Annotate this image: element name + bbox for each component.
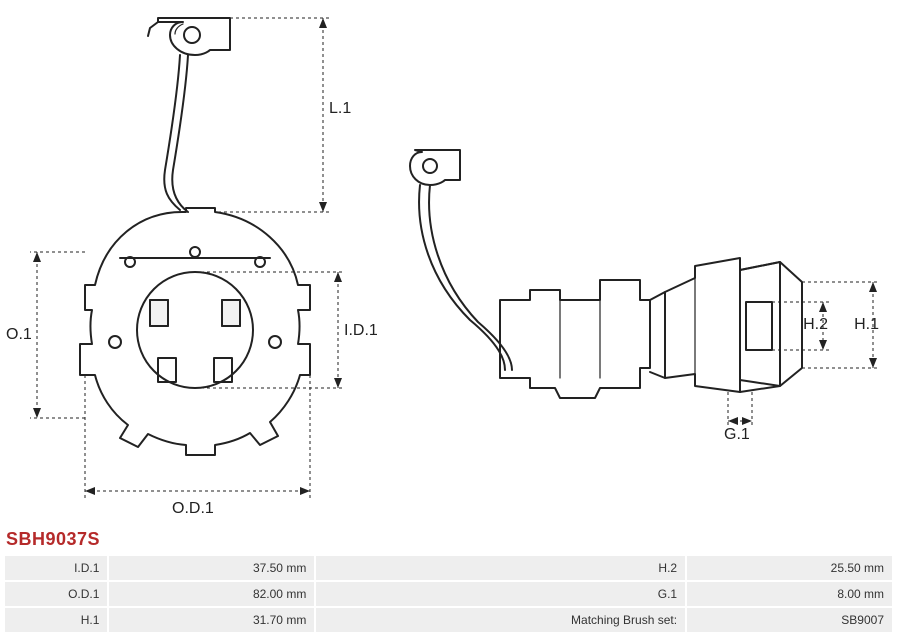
dim-label-l1: L.1 [329, 100, 351, 118]
dim-label-od1: O.D.1 [172, 500, 214, 518]
spec-value: 8.00 mm [687, 582, 892, 606]
spec-table: I.D.1 37.50 mm H.2 25.50 mm O.D.1 82.00 … [3, 554, 894, 634]
spec-value: 31.70 mm [109, 608, 314, 632]
spec-label: I.D.1 [5, 556, 107, 580]
dim-label-o1: O.1 [6, 326, 32, 344]
dim-label-id1: I.D.1 [344, 322, 378, 340]
table-row: O.D.1 82.00 mm G.1 8.00 mm [5, 582, 892, 606]
spec-value: 25.50 mm [687, 556, 892, 580]
spec-value: SB9007 [687, 608, 892, 632]
spec-value: 82.00 mm [109, 582, 314, 606]
spec-label: H.2 [316, 556, 685, 580]
spec-label: O.D.1 [5, 582, 107, 606]
spec-label: G.1 [316, 582, 685, 606]
dim-label-h1: H.1 [854, 316, 879, 334]
table-row: I.D.1 37.50 mm H.2 25.50 mm [5, 556, 892, 580]
dim-label-h2: H.2 [803, 316, 828, 334]
spec-value: 37.50 mm [109, 556, 314, 580]
dim-label-g1: G.1 [724, 426, 750, 444]
spec-label: H.1 [5, 608, 107, 632]
table-row: H.1 31.70 mm Matching Brush set: SB9007 [5, 608, 892, 632]
product-code: SBH9037S [6, 529, 100, 550]
spec-label: Matching Brush set: [316, 608, 685, 632]
technical-drawing: L.1 O.1 I.D.1 O.D.1 H.1 H.2 G.1 [0, 0, 897, 527]
